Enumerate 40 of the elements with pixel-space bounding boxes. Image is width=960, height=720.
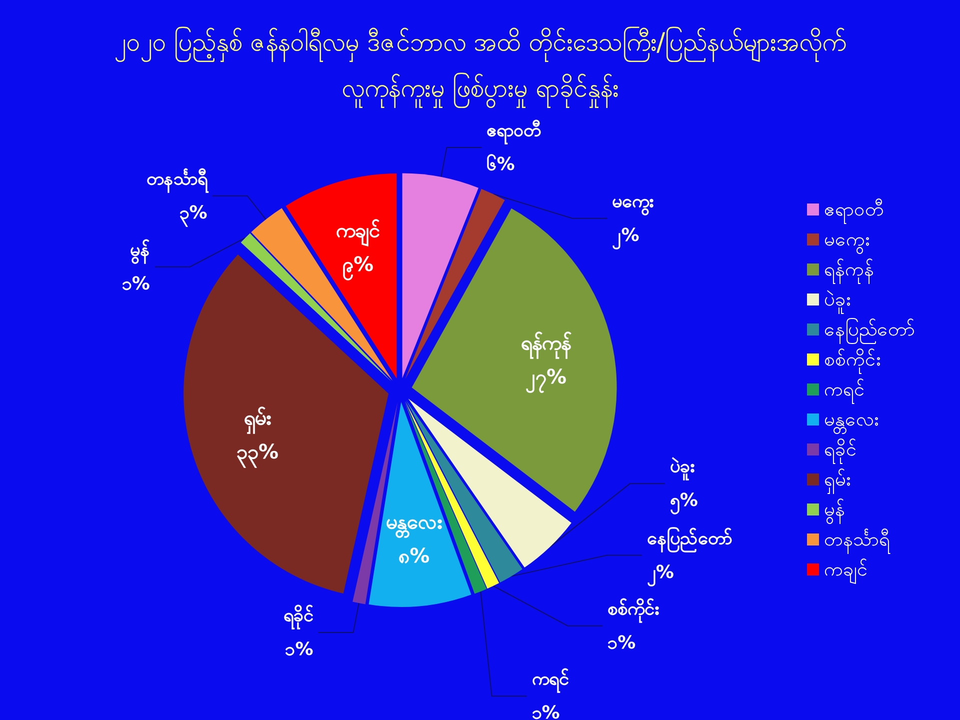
slice-label: မန္တလေး [386,509,442,538]
data-label: ၁% [532,702,560,720]
data-label: ၈% [398,543,430,568]
data-label: ၂၇% [525,364,567,394]
data-label: ၁% [285,639,314,660]
data-label: ၁% [608,632,636,654]
data-label: ၂% [646,562,674,587]
data-label: ၉% [342,252,374,281]
legend-label: မွန် [824,498,845,524]
data-label: ၂% [612,224,640,250]
slice-label: ကရင် [532,668,569,694]
data-label: ၁% [122,273,150,294]
data-label: ၃% [179,202,208,228]
slice-label: ဧရာဝတီ [486,118,541,145]
legend-label: မကွေး [824,228,870,254]
slice-label: ရှမ်း [244,405,272,434]
slice-label: မွန် [130,238,150,264]
data-label: ၅% [670,490,698,516]
legend-label: ရခိုင် [824,438,857,464]
slice-label: ရခိုင် [283,604,314,630]
legend-label: စစ်ကိုင်း [824,348,881,374]
slice-label: စစ်ကိုင်း [608,597,660,624]
data-label: ၆% [486,152,515,175]
slice-label: နေပြည်တော် [646,526,732,553]
slice-label: ပဲခူး [670,456,695,482]
slice-label: မကွေး [612,190,654,216]
legend-label: တနင်္သာရီ [824,528,891,554]
chart-title: ၂၀၂၀ ပြည့်နှစ် ဇန်နဝါရီလမှ ဒီဇင်ဘာလ အထိ တိုင်းဒေသကြီး/ပြည်နယ်များအလိုက် လူကုန်ကူးမှု ဖြစ်ပွားမှု ရာခိုင်နှုန်း [114,26,846,108]
legend-label: ရှမ်း [824,468,851,494]
slice-label: ကချင် [336,218,380,247]
legend-label: ရန်ကုန် [824,258,874,284]
data-label: ၃၃% [236,439,279,468]
slice-label: ရန်ကုန် [520,330,571,360]
slice-label: တနင်္သာရီ [146,167,208,194]
legend-label: မန္တလေး [824,408,879,434]
legend-label: နေပြည်တော် [824,316,915,344]
legend-label: ဧရာဝတီ [824,198,884,224]
legend-label: ပဲခူး [824,288,851,314]
legend-label: ကချင် [824,558,868,584]
legend-label: ကရင် [824,378,865,404]
